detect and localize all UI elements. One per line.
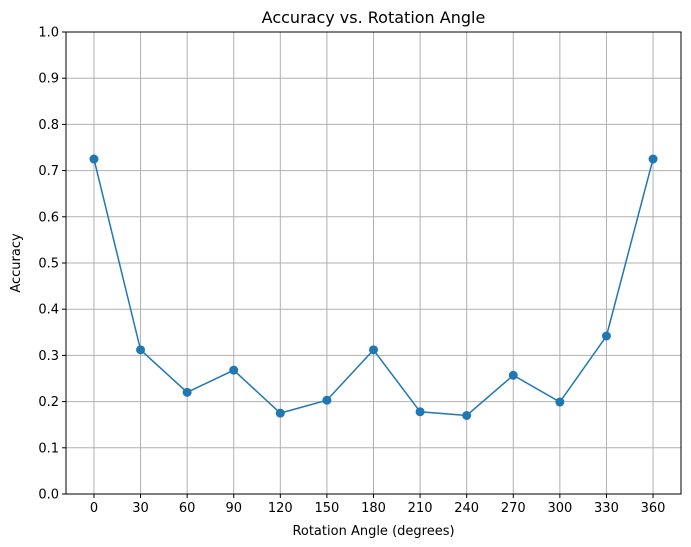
data-point bbox=[415, 407, 425, 417]
chart-title: Accuracy vs. Rotation Angle bbox=[262, 8, 486, 27]
y-tick-label: 1.0 bbox=[38, 26, 59, 41]
data-point bbox=[462, 410, 472, 420]
x-tick-label: 0 bbox=[90, 501, 98, 516]
y-axis-ticks: 0.0 0.1 0.2 0.3 0.4 0.5 0.6 0.7 0.8 0.9 1.0 bbox=[38, 26, 66, 503]
y-tick-label: 0.5 bbox=[38, 257, 59, 272]
data-point bbox=[229, 365, 239, 375]
data-point bbox=[322, 395, 332, 405]
y-tick-label: 0.6 bbox=[38, 210, 59, 225]
y-tick-label: 0.3 bbox=[38, 349, 59, 364]
y-tick-label: 0.0 bbox=[38, 488, 59, 503]
x-axis-label: Rotation Angle (degrees) bbox=[292, 524, 454, 539]
data-point bbox=[648, 154, 658, 164]
x-tick-label: 90 bbox=[225, 501, 242, 516]
y-tick-label: 0.1 bbox=[38, 441, 59, 456]
y-tick-label: 0.8 bbox=[38, 118, 59, 133]
y-tick-label: 0.7 bbox=[38, 164, 59, 179]
x-tick-label: 180 bbox=[361, 501, 386, 516]
data-point bbox=[182, 387, 192, 397]
y-tick-label: 0.9 bbox=[38, 72, 59, 87]
y-tick-label: 0.2 bbox=[38, 395, 59, 410]
x-tick-label: 330 bbox=[594, 501, 619, 516]
data-point bbox=[275, 408, 285, 418]
data-point bbox=[601, 331, 611, 341]
x-tick-label: 30 bbox=[132, 501, 149, 516]
data-point bbox=[555, 397, 565, 407]
y-axis-label: Accuracy bbox=[9, 233, 24, 293]
x-tick-label: 270 bbox=[501, 501, 526, 516]
x-axis-ticks: 0 30 60 90 120 150 180 210 240 270 300 330 360 bbox=[90, 494, 666, 516]
x-tick-label: 300 bbox=[547, 501, 572, 516]
x-tick-label: 240 bbox=[454, 501, 479, 516]
data-point bbox=[508, 370, 518, 380]
x-tick-label: 60 bbox=[179, 501, 196, 516]
x-tick-label: 210 bbox=[408, 501, 433, 516]
grid bbox=[66, 31, 681, 495]
data-point bbox=[89, 154, 99, 164]
data-point bbox=[136, 345, 146, 355]
y-tick-label: 0.4 bbox=[38, 303, 59, 318]
x-tick-label: 120 bbox=[268, 501, 293, 516]
series-layer bbox=[89, 154, 658, 420]
data-point bbox=[369, 345, 378, 355]
x-tick-label: 150 bbox=[314, 501, 339, 516]
x-tick-label: 360 bbox=[641, 501, 666, 516]
